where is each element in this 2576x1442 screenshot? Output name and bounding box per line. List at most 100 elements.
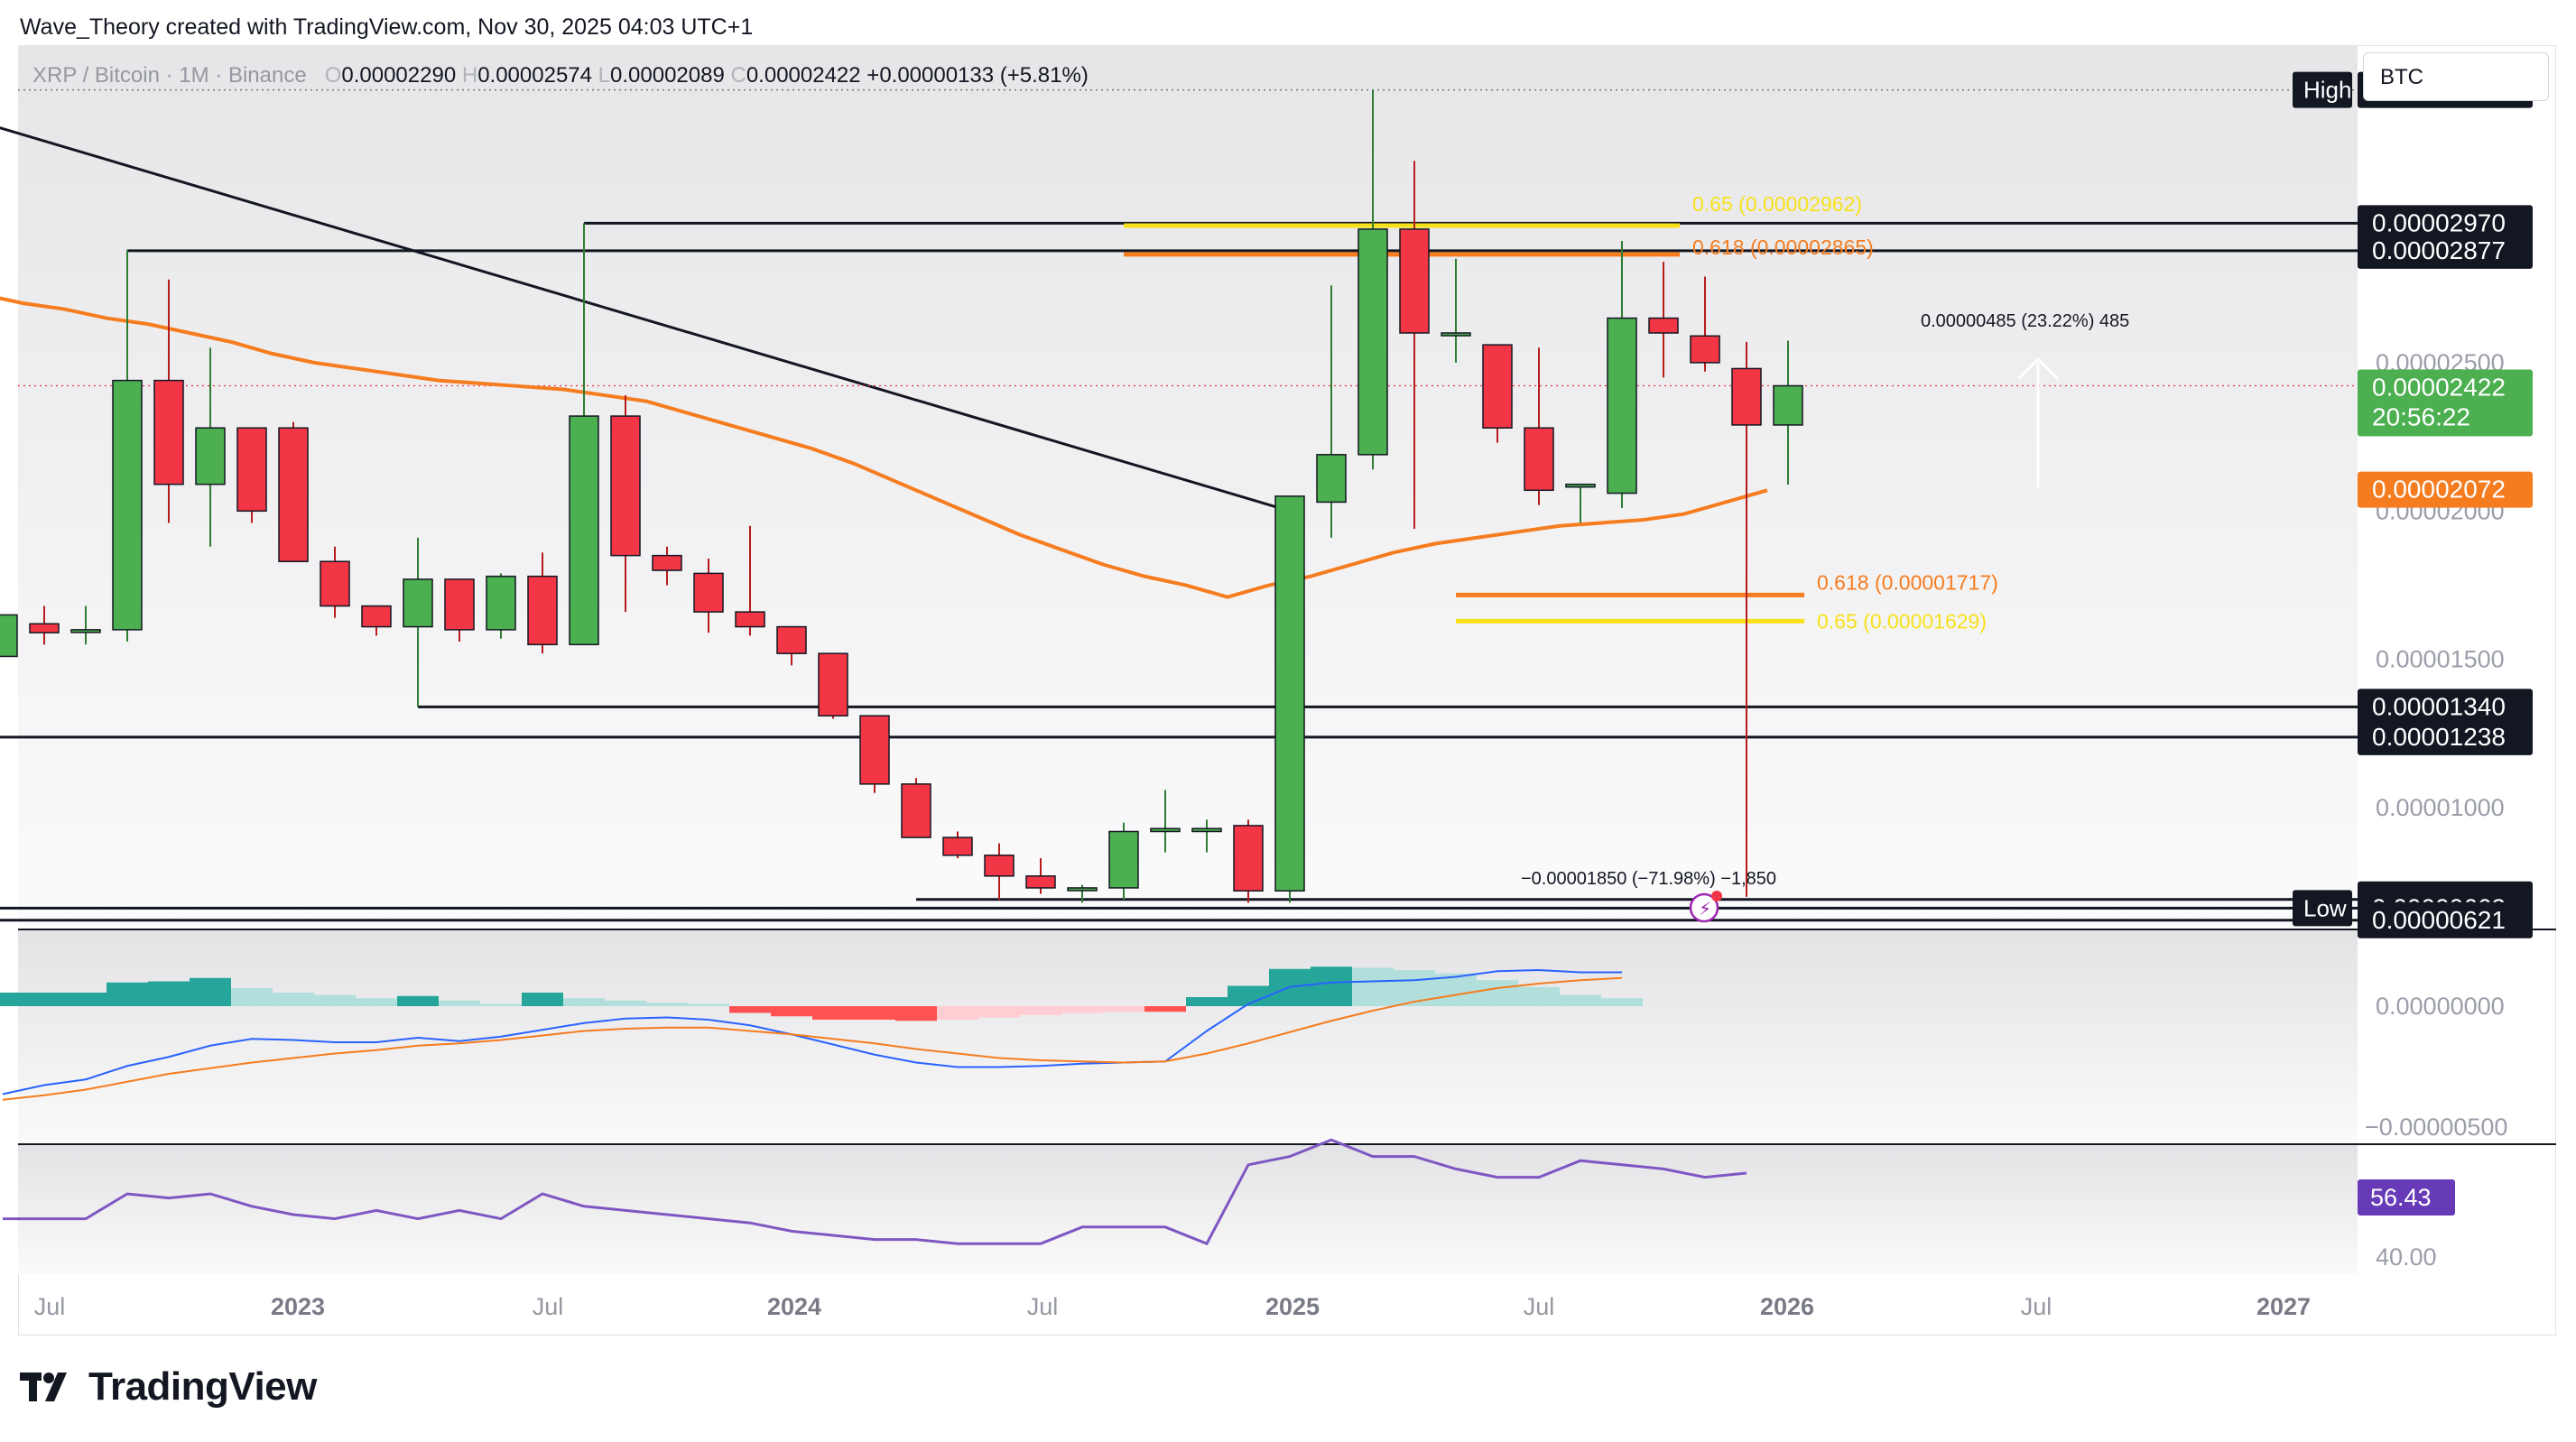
candle xyxy=(1399,161,1430,530)
macd-axis-label: −0.00000500 xyxy=(2365,1114,2507,1141)
low-key: L xyxy=(598,63,611,88)
macd-histogram-bar xyxy=(1311,966,1352,1006)
candle-body xyxy=(1648,317,1679,334)
candle-body xyxy=(901,783,931,838)
candle xyxy=(1191,819,1222,853)
price-axis-label: 0.00001500 xyxy=(2376,646,2505,673)
chart-credit: Wave_Theory created with TradingView.com… xyxy=(20,14,754,40)
candle-body xyxy=(776,625,807,654)
currency-selector[interactable]: BTC xyxy=(2363,52,2549,101)
close-value: 0.00002422 xyxy=(746,63,861,88)
macd-histogram-bar xyxy=(439,1000,480,1006)
candle xyxy=(652,546,682,586)
candle xyxy=(1108,822,1139,901)
macd-histogram-bar xyxy=(1144,1006,1186,1012)
open-key: O xyxy=(324,63,342,88)
event-dot xyxy=(1711,891,1722,901)
symbol-label[interactable]: XRP / Bitcoin · 1M · Binance xyxy=(32,63,307,88)
macd-histogram-bar xyxy=(1435,973,1477,1006)
candle xyxy=(1731,341,1762,897)
macd-histogram-bar xyxy=(1601,998,1643,1006)
candle xyxy=(1648,262,1679,378)
candle xyxy=(984,843,1015,901)
candle xyxy=(1357,89,1388,470)
candle xyxy=(1773,340,1803,485)
macd-histogram-bar xyxy=(895,1006,937,1021)
candle-body xyxy=(1482,344,1513,429)
candle-body xyxy=(486,575,516,631)
fib-level-label: 0.618 (0.00002865) xyxy=(1692,236,1874,259)
candle xyxy=(942,831,973,859)
high-value: 0.00002574 xyxy=(477,63,592,88)
candle-body xyxy=(610,415,641,557)
rsi-pane-bg xyxy=(18,1144,2358,1274)
candle xyxy=(153,279,184,523)
candle-body xyxy=(1067,887,1098,892)
high-key: H xyxy=(461,63,478,88)
candle xyxy=(1316,285,1347,538)
candle xyxy=(1233,819,1264,903)
measure-up-arrowhead xyxy=(2016,356,2060,381)
candle xyxy=(1025,858,1056,894)
candle-body xyxy=(1150,827,1181,833)
candle xyxy=(1441,258,1471,363)
macd-histogram-bar xyxy=(190,977,231,1006)
main-pane-bg xyxy=(18,45,2358,929)
macd-histogram-bar xyxy=(1020,1006,1061,1015)
macd-histogram-bar xyxy=(522,993,563,1006)
measure-down-label: −0.00001850 (−71.98%) −1,850 xyxy=(1521,869,1776,889)
candle xyxy=(486,573,516,639)
time-axis-label: 2023 xyxy=(271,1293,325,1320)
lightning-icon: ⚡ xyxy=(1699,898,1711,920)
change-value: +0.00000133 (+5.81%) xyxy=(866,63,1089,88)
candle-body xyxy=(527,575,558,646)
candle xyxy=(1067,884,1098,903)
macd-histogram-bar xyxy=(771,1006,812,1017)
macd-histogram-bar xyxy=(1103,1006,1144,1012)
macd-histogram-bar xyxy=(812,1006,854,1020)
candle xyxy=(1607,241,1637,509)
price-label-badge xyxy=(2358,369,2533,437)
candle-body xyxy=(444,578,475,631)
candle xyxy=(29,605,60,645)
annotations: 0.00000485 (23.22%) 485 −0.00001850 (−71.… xyxy=(1521,311,2129,923)
candle xyxy=(901,778,931,838)
macd-histogram-bar xyxy=(854,1006,895,1020)
candle-body xyxy=(818,652,848,716)
candle-body xyxy=(153,379,184,485)
price-label-badge xyxy=(2358,718,2533,755)
candle-body xyxy=(693,572,724,613)
candle xyxy=(361,605,392,636)
price-tag-badge xyxy=(2293,71,2352,108)
macd-pane: 0.00000000 −0.00000500 xyxy=(0,966,2507,1141)
macd-histogram-bar xyxy=(397,995,439,1006)
candle xyxy=(70,605,101,645)
ohlc-legend: XRP / Bitcoin · 1M · Binance O0.00002290… xyxy=(32,63,1089,88)
candle xyxy=(527,552,558,654)
price-label-badge xyxy=(2358,205,2533,242)
candle xyxy=(1690,276,1720,372)
candle xyxy=(444,578,475,642)
candle-body xyxy=(195,427,226,485)
macd-histogram-bar xyxy=(356,998,397,1006)
macd-histogram-bar xyxy=(688,1003,729,1006)
macd-histogram-bar xyxy=(729,1006,771,1013)
candle-body xyxy=(569,415,599,646)
macd-histogram-bar xyxy=(480,1003,522,1006)
candle-body xyxy=(1191,827,1222,833)
fib-level-label: 0.65 (0.00001629) xyxy=(1817,609,1987,633)
candles xyxy=(0,89,1803,903)
close-key: C xyxy=(730,63,746,88)
macd-histogram-bar xyxy=(273,993,314,1006)
time-axis-label: 2026 xyxy=(1760,1293,1814,1320)
macd-histogram-bar xyxy=(1228,985,1269,1006)
tradingview-footer[interactable]: TradingView xyxy=(20,1364,317,1410)
price-label-text: 0.00002072 xyxy=(2372,476,2506,504)
candle-body xyxy=(403,578,433,628)
candle-body xyxy=(1357,228,1388,456)
candle-body xyxy=(1441,332,1471,337)
candle-body xyxy=(735,611,765,628)
macd-axis-label: 0.00000000 xyxy=(2376,993,2505,1020)
time-axis-label: Jul xyxy=(1524,1293,1555,1320)
